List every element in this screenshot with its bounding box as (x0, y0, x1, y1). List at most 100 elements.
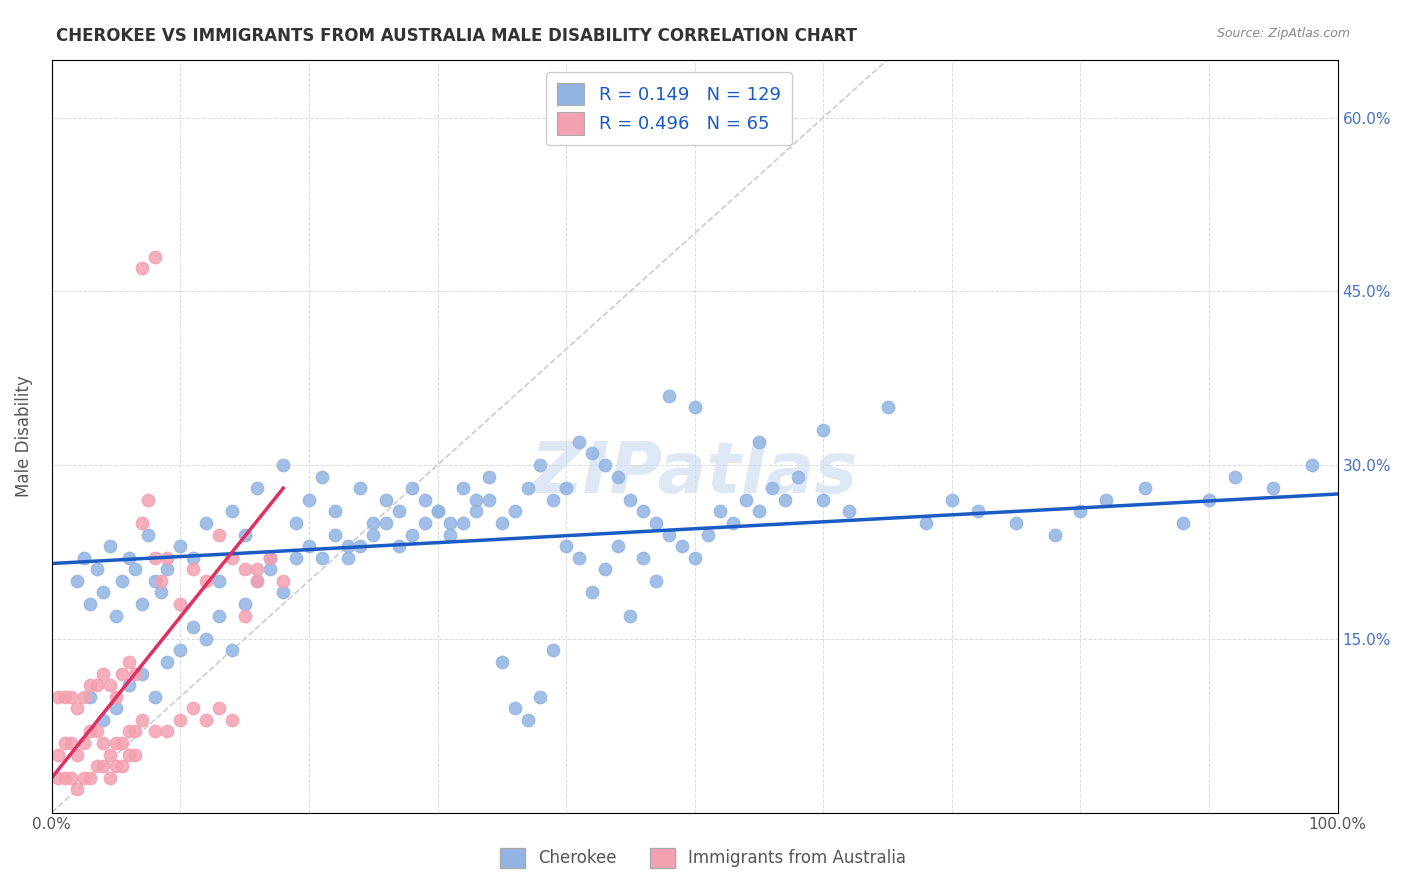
Point (555, 539, 578, 553)
Point (60, 736, 83, 750)
Point (150, 585, 173, 599)
Point (124, 724, 146, 739)
Point (111, 736, 134, 750)
Point (46, 771, 69, 785)
Point (465, 492, 488, 507)
Point (581, 446, 603, 460)
Point (246, 562, 269, 576)
Point (581, 585, 603, 599)
Point (136, 527, 159, 541)
Point (91, 759, 114, 773)
Point (413, 492, 436, 507)
Point (349, 539, 371, 553)
Point (813, 492, 835, 507)
Point (91, 736, 114, 750)
Point (606, 539, 628, 553)
Point (53, 690, 76, 704)
Point (658, 527, 681, 541)
Point (143, 574, 166, 588)
Point (105, 690, 128, 704)
Point (181, 620, 204, 634)
Point (259, 562, 281, 576)
Point (465, 504, 488, 518)
Point (143, 550, 166, 565)
Point (150, 574, 173, 588)
Point (131, 666, 153, 681)
Point (79, 771, 101, 785)
Point (118, 655, 141, 669)
Point (349, 481, 371, 495)
Point (46, 690, 69, 704)
Point (439, 516, 461, 530)
Point (156, 655, 179, 669)
Point (111, 574, 134, 588)
Point (516, 481, 538, 495)
Point (156, 562, 179, 576)
Point (285, 550, 308, 565)
Point (208, 574, 231, 588)
Point (221, 713, 243, 727)
Point (555, 481, 578, 495)
Point (105, 736, 128, 750)
Text: Source: ZipAtlas.com: Source: ZipAtlas.com (1216, 27, 1350, 40)
Point (73, 550, 96, 565)
Point (66, 747, 89, 762)
Point (541, 492, 564, 507)
Point (439, 527, 461, 541)
Point (98, 771, 121, 785)
Point (451, 516, 474, 530)
Point (478, 492, 501, 507)
Point (311, 469, 333, 483)
Point (91, 713, 114, 727)
Point (748, 504, 770, 518)
Point (426, 504, 449, 518)
Point (60, 771, 83, 785)
Point (271, 458, 294, 472)
Point (86, 724, 108, 739)
Point (593, 458, 616, 472)
Point (53, 771, 76, 785)
Point (169, 597, 191, 611)
Point (311, 550, 333, 565)
Point (375, 492, 398, 507)
Point (361, 516, 384, 530)
Point (568, 550, 591, 565)
Point (131, 597, 153, 611)
Point (298, 492, 321, 507)
Point (683, 550, 706, 565)
Point (633, 550, 655, 565)
Point (761, 481, 783, 495)
Point (323, 527, 346, 541)
Point (208, 527, 231, 541)
Point (246, 481, 269, 495)
Point (181, 562, 204, 576)
Point (66, 701, 89, 715)
Point (124, 562, 146, 576)
Point (124, 666, 146, 681)
Point (298, 539, 321, 553)
Point (478, 469, 501, 483)
Point (181, 550, 204, 565)
Point (966, 504, 988, 518)
Point (593, 562, 616, 576)
Point (53, 736, 76, 750)
Point (233, 527, 256, 541)
Point (645, 516, 668, 530)
Text: ZIPatlas: ZIPatlas (531, 439, 859, 508)
Point (658, 388, 681, 402)
Point (259, 550, 281, 565)
Point (73, 690, 96, 704)
Point (98, 678, 121, 692)
Point (1173, 516, 1195, 530)
Point (606, 469, 628, 483)
Point (503, 701, 526, 715)
Point (131, 516, 153, 530)
Point (233, 608, 256, 623)
Point (156, 550, 179, 565)
Point (91, 585, 114, 599)
Point (118, 550, 141, 565)
Point (233, 597, 256, 611)
Point (1069, 504, 1091, 518)
Point (1005, 516, 1028, 530)
Point (156, 724, 179, 739)
